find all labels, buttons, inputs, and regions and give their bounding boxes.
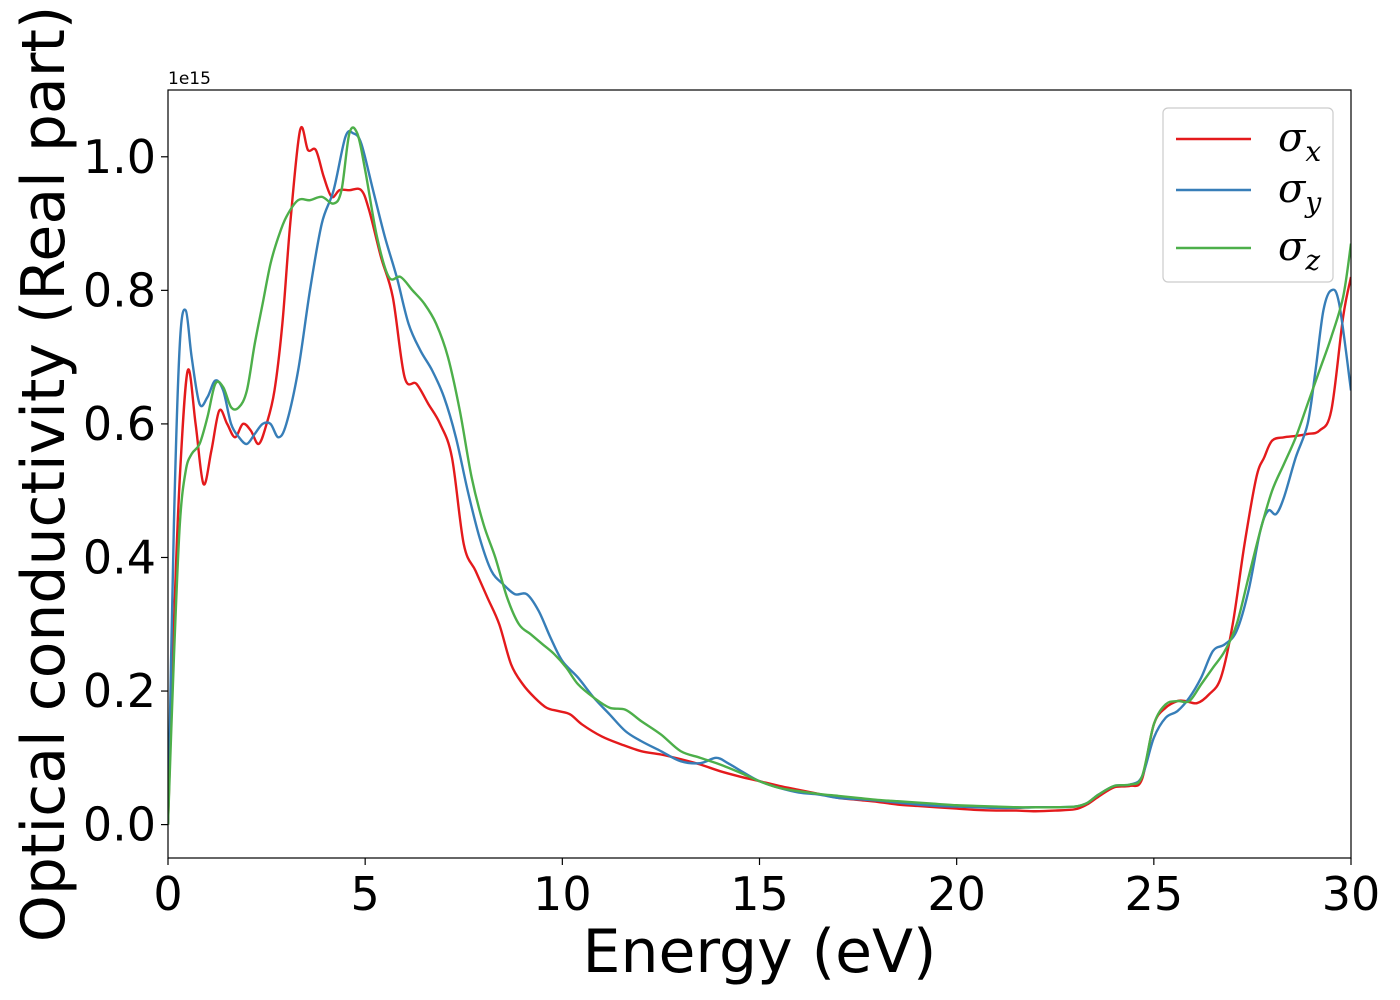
x-tick-label: 15 — [730, 867, 789, 921]
y-tick-label: 0.4 — [83, 530, 156, 584]
x-tick-label: 20 — [927, 867, 986, 921]
series-line-z — [168, 126, 1351, 825]
x-tick-label: 10 — [533, 867, 592, 921]
x-axis-label: Energy (eV) — [583, 917, 937, 987]
x-tick-label: 25 — [1125, 867, 1184, 921]
y-offset-label: 1e15 — [168, 69, 211, 89]
y-tick-label: 1.0 — [83, 130, 156, 184]
y-tick-label: 0.8 — [83, 263, 156, 317]
x-tick-label: 5 — [351, 867, 380, 921]
y-tick-label: 0.6 — [83, 397, 156, 451]
series-layer — [168, 126, 1351, 825]
y-tick-label: 0.2 — [83, 664, 156, 718]
x-tick-label: 30 — [1322, 867, 1381, 921]
y-axis-label: Optical conductivity (Real part) — [9, 6, 79, 943]
legend-label-x: σx — [1278, 115, 1321, 168]
legend-box — [1162, 107, 1334, 283]
x-tick-label: 0 — [153, 867, 182, 921]
ticks-layer: 0 5 10 15 20 25 30 0.0 0.2 0.4 0.6 0.8 1.0 — [83, 130, 1380, 921]
series-line-y — [168, 129, 1351, 825]
legend-entry-x: σx — [1176, 115, 1321, 168]
y-tick-label: 0.0 — [83, 798, 156, 852]
